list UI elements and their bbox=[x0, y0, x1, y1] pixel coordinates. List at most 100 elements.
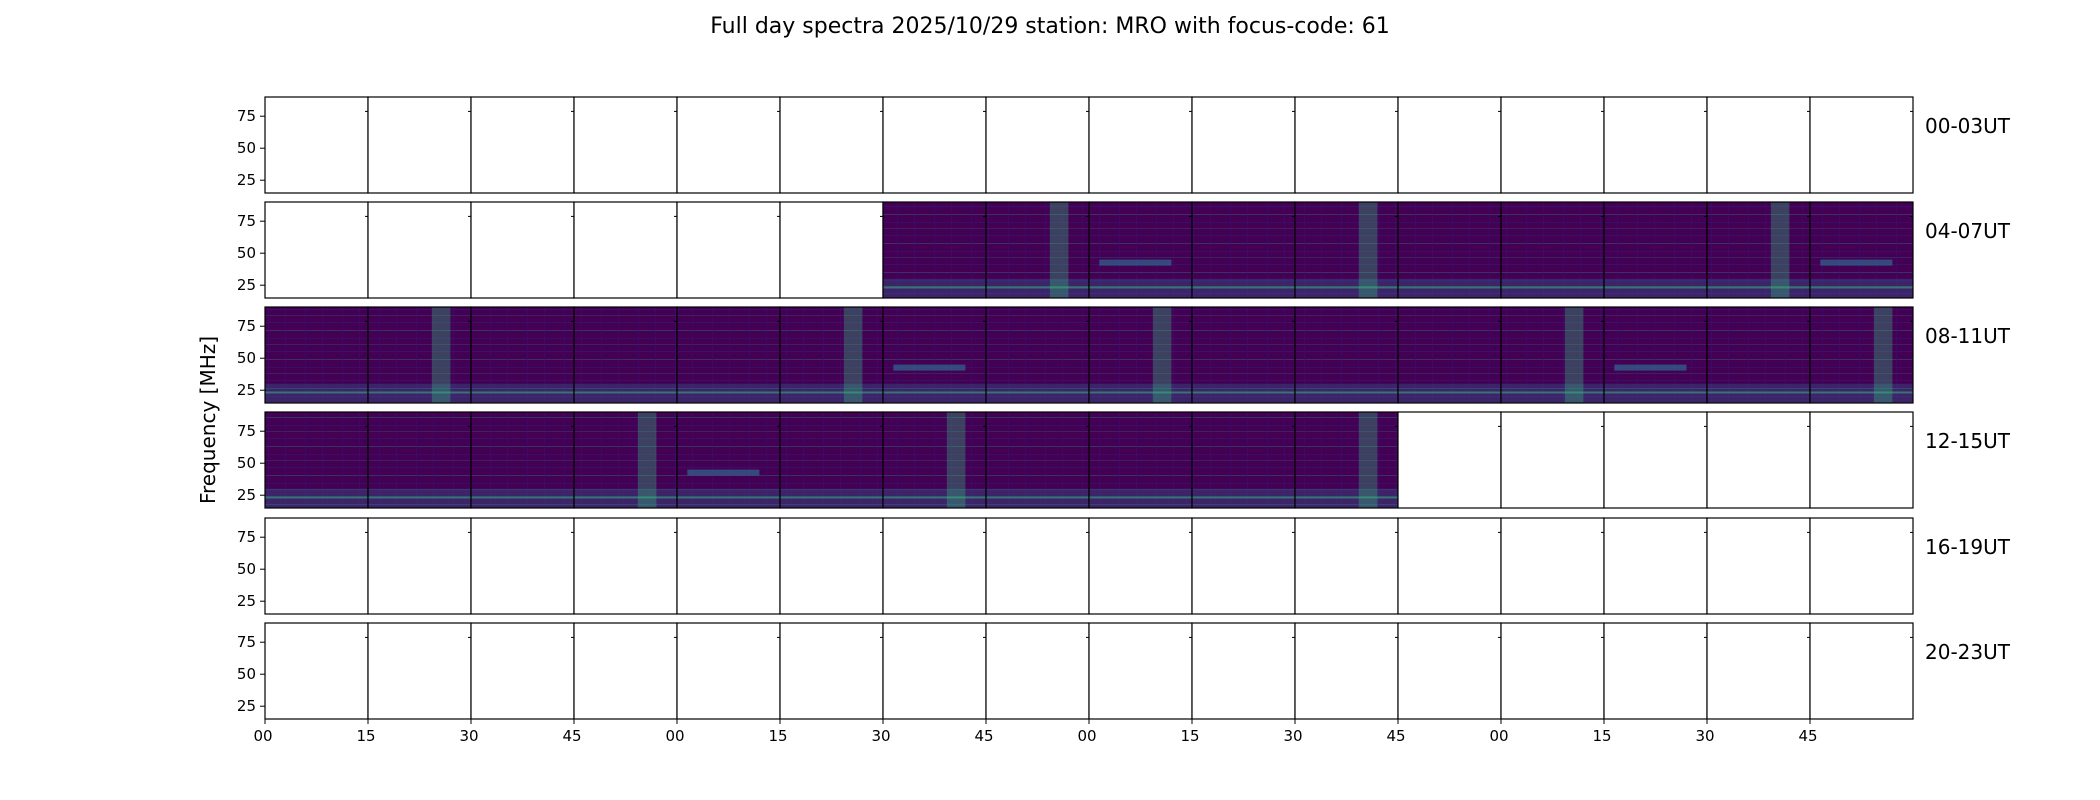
emission-line bbox=[1398, 391, 1501, 394]
empty-panel bbox=[264, 201, 369, 299]
y-tick-label: 50 bbox=[237, 665, 256, 683]
spectrogram-panel bbox=[573, 306, 678, 404]
spectrogram-panel bbox=[1191, 306, 1296, 404]
emission-line bbox=[883, 391, 986, 394]
y-axis-label: Frequency [MHz] bbox=[196, 336, 220, 504]
emission-line bbox=[883, 286, 986, 289]
y-tick-label: 75 bbox=[237, 633, 256, 651]
x-tick-label: 00 bbox=[1077, 727, 1096, 745]
burst-column bbox=[431, 307, 451, 403]
empty-panel bbox=[1191, 517, 1296, 615]
spectrogram-panel bbox=[264, 306, 369, 404]
y-tick-label: 25 bbox=[237, 276, 256, 294]
spectrogram-panel bbox=[985, 201, 1090, 299]
spectrogram-fill bbox=[1501, 202, 1604, 298]
empty-panel bbox=[264, 517, 369, 615]
spectrogram-fill bbox=[368, 412, 471, 508]
empty-panel bbox=[1397, 622, 1502, 720]
panel-frame bbox=[1809, 411, 1914, 509]
empty-panel bbox=[1294, 96, 1399, 194]
spectrogram-panel bbox=[985, 411, 1090, 509]
empty-panel bbox=[573, 96, 678, 194]
y-tick-label: 50 bbox=[237, 139, 256, 157]
burst-column bbox=[1152, 307, 1172, 403]
y-tick-label: 25 bbox=[237, 486, 256, 504]
row-label: 16-19UT bbox=[1925, 535, 2011, 559]
emission-line bbox=[1192, 391, 1295, 394]
empty-panel bbox=[367, 622, 472, 720]
y-tick-label: 25 bbox=[237, 592, 256, 610]
emission-line bbox=[1501, 391, 1604, 394]
empty-panel bbox=[1500, 622, 1605, 720]
spectrogram-fill bbox=[265, 412, 368, 508]
x-tick-label: 00 bbox=[1489, 727, 1508, 745]
spectrogram-panel bbox=[1809, 306, 1914, 404]
spectrogram-panel bbox=[1088, 411, 1193, 509]
empty-panel bbox=[1397, 96, 1502, 194]
empty-panel bbox=[779, 517, 884, 615]
spectrogram-panel bbox=[1603, 306, 1708, 404]
burst-column bbox=[1358, 412, 1378, 508]
emission-line bbox=[1604, 286, 1707, 289]
emission-line bbox=[1810, 286, 1913, 289]
empty-panel bbox=[1500, 411, 1605, 509]
spectrogram-fill bbox=[1089, 412, 1192, 508]
emission-line bbox=[265, 496, 368, 499]
empty-panel bbox=[1088, 96, 1193, 194]
burst-column bbox=[946, 412, 966, 508]
empty-panel bbox=[573, 201, 678, 299]
emission-line bbox=[1192, 496, 1295, 499]
spectrogram-fill bbox=[986, 412, 1089, 508]
emission-line bbox=[883, 496, 986, 499]
x-tick-label: 15 bbox=[356, 727, 375, 745]
spectrogram-fill bbox=[1398, 202, 1501, 298]
empty-panel bbox=[882, 622, 987, 720]
panel-row: 25 50 75 04-07UT bbox=[237, 201, 2011, 299]
y-tick-label: 25 bbox=[237, 171, 256, 189]
y-tick-label: 75 bbox=[237, 107, 256, 125]
spectrogram-fill bbox=[1295, 412, 1398, 508]
panel-frame bbox=[1809, 96, 1914, 194]
spectrogram-fill bbox=[780, 412, 883, 508]
emission-line bbox=[677, 391, 780, 394]
empty-panel bbox=[367, 517, 472, 615]
empty-panel bbox=[1088, 517, 1193, 615]
spectrogram-fill bbox=[574, 307, 677, 403]
x-tick-label: 00 bbox=[253, 727, 272, 745]
emission-line bbox=[368, 391, 471, 394]
empty-panel bbox=[1809, 96, 1914, 194]
spectrogram-panel bbox=[1088, 306, 1193, 404]
spectrogram-panel bbox=[779, 411, 884, 509]
y-tick-label: 50 bbox=[237, 560, 256, 578]
y-tick-label: 50 bbox=[237, 349, 256, 367]
empty-panel bbox=[1706, 96, 1811, 194]
spectrogram-fill bbox=[1810, 202, 1913, 298]
empty-panel bbox=[1294, 622, 1399, 720]
spectrogram-fill bbox=[1089, 307, 1192, 403]
spectrogram-fill bbox=[1398, 307, 1501, 403]
emission-line bbox=[986, 391, 1089, 394]
empty-panel bbox=[676, 517, 781, 615]
spectrogram-fill bbox=[1295, 202, 1398, 298]
spectrogram-fill bbox=[780, 307, 883, 403]
spectrogram-fill bbox=[1810, 307, 1913, 403]
x-tick-label: 15 bbox=[1180, 727, 1199, 745]
panel-row: 25 50 75 16-19UT bbox=[237, 517, 2011, 615]
panel-frame bbox=[1809, 201, 1914, 299]
band-feature bbox=[1820, 259, 1893, 266]
panel-row: 25 50 75 12-15UT bbox=[237, 411, 2011, 509]
spectrogram-panel bbox=[779, 306, 884, 404]
empty-panel bbox=[573, 517, 678, 615]
spectrogram-panel bbox=[882, 201, 987, 299]
empty-panel bbox=[1397, 517, 1502, 615]
spectrogram-fill bbox=[883, 307, 986, 403]
spectrogram-panel bbox=[1603, 201, 1708, 299]
row-label: 00-03UT bbox=[1925, 114, 2011, 138]
spectrogram-fill bbox=[677, 412, 780, 508]
spectrogram-fill bbox=[883, 412, 986, 508]
spectrogram-panel bbox=[1706, 306, 1811, 404]
spectrogram-panel bbox=[1397, 201, 1502, 299]
spectrogram-panel bbox=[470, 306, 575, 404]
y-tick-label: 75 bbox=[237, 212, 256, 230]
